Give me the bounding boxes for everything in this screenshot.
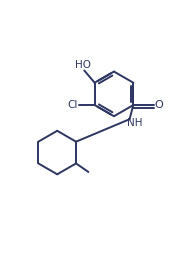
Text: HO: HO xyxy=(75,60,91,70)
Text: O: O xyxy=(154,100,163,110)
Text: Cl: Cl xyxy=(68,100,78,110)
Text: NH: NH xyxy=(127,118,142,129)
